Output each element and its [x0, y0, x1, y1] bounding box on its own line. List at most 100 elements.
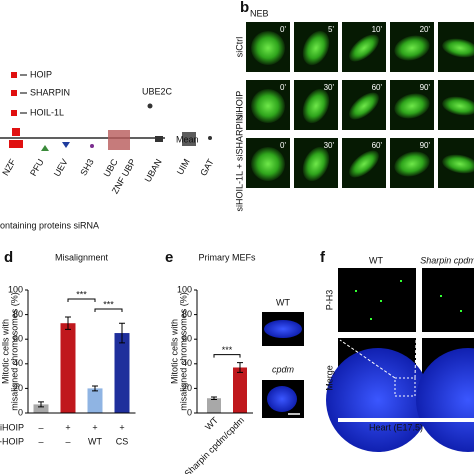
cell: [349, 150, 379, 178]
row-label: siHOIP: [234, 91, 244, 120]
divider: [338, 418, 474, 422]
row-label: P-H3: [324, 290, 334, 311]
y-tick-label: 80: [13, 309, 23, 319]
image-label: WT: [276, 297, 290, 307]
time-label: 0': [280, 25, 286, 34]
bar: [114, 333, 130, 413]
cell: [302, 30, 330, 66]
time-label: 20': [420, 25, 431, 34]
bar: [233, 367, 247, 413]
row-label: Merge: [324, 365, 334, 391]
cell: [302, 146, 330, 182]
time-label: 30': [324, 83, 335, 92]
tissue: [326, 348, 430, 452]
time-label: 60': [372, 83, 383, 92]
time-label: 10': [372, 25, 383, 34]
row-label: siCtrl: [234, 37, 244, 58]
cell: [394, 151, 430, 177]
inset-box: [394, 377, 416, 397]
column-label: WT: [369, 255, 383, 265]
cell: [442, 38, 474, 58]
title: NEB: [250, 8, 269, 18]
significance-bracket: [67, 298, 96, 303]
y-tick-label: 0: [18, 407, 23, 417]
significance-label: ***: [222, 345, 233, 355]
condition-label: siHOIP: [0, 422, 24, 432]
cell: [251, 31, 285, 65]
x-tick-label: WT: [203, 415, 220, 432]
bar: [33, 404, 49, 413]
significance-label: ***: [76, 289, 87, 299]
category-label: NZF: [0, 157, 18, 178]
y-axis-label: Mitotic cells with: [0, 319, 10, 384]
condition-label: GFP-HOIP: [0, 436, 24, 446]
bar: [87, 388, 103, 413]
y-tick-label: 100: [8, 284, 23, 294]
dots: [9, 128, 23, 148]
condition-value: CS: [116, 436, 129, 446]
cell: [442, 154, 474, 174]
condition-value: +: [119, 422, 124, 432]
error-bar: [65, 316, 71, 330]
cell: [442, 96, 474, 116]
dot: [155, 136, 163, 142]
y-tick-label: 20: [13, 383, 23, 393]
column-label: Sharpin cpdm: [420, 255, 474, 265]
dot: [11, 110, 17, 116]
panel-letter: e: [165, 249, 173, 266]
panel-letter: f: [320, 249, 326, 266]
dot: [62, 142, 70, 148]
dot: [208, 136, 212, 140]
category-label: SH3: [78, 157, 95, 177]
y-tick-label: 100: [177, 284, 192, 294]
bar: [207, 398, 221, 413]
category-label: UBC: [102, 157, 120, 179]
panel-letter: d: [4, 249, 13, 266]
tissue: [416, 348, 474, 452]
time-label: 0': [280, 83, 286, 92]
cell: [302, 88, 330, 124]
chromosomes: [264, 320, 302, 338]
dot: [41, 145, 49, 151]
category-label: UIM: [175, 157, 192, 176]
y-tick-label: 60: [13, 334, 23, 344]
condition-value: –: [38, 436, 43, 446]
category-label: PFU: [28, 157, 46, 178]
time-label: 90': [420, 83, 431, 92]
dots: [108, 130, 130, 150]
dots: [182, 132, 196, 146]
image: [338, 268, 416, 332]
image-label: cpdm: [272, 364, 295, 374]
cell: [394, 35, 430, 61]
time-label: 60': [372, 141, 383, 150]
condition-value: WT: [88, 436, 102, 446]
error-bar: [237, 362, 243, 373]
time-label: 30': [324, 141, 335, 150]
y-tick-label: 60: [182, 334, 192, 344]
significance-bracket: [213, 354, 241, 358]
panel-letter: b: [240, 0, 249, 16]
error-bar: [119, 322, 125, 344]
annotation: UBE2C: [142, 86, 173, 96]
bar: [60, 323, 76, 413]
significance-bracket: [94, 308, 123, 313]
mean-label: Mean: [176, 134, 199, 144]
dot: [90, 144, 94, 148]
y-axis-label: misaligned chromosomes (%): [178, 292, 188, 411]
chart-title: Misalignment: [55, 252, 109, 262]
category-label: UEV: [52, 157, 70, 178]
y-tick-label: 0: [187, 407, 192, 417]
y-axis-label: Mitotic cells with: [169, 319, 179, 384]
y-tick-label: 80: [182, 309, 192, 319]
error-bar: [38, 401, 44, 408]
annotation: HOIP: [30, 69, 52, 79]
y-tick-label: 40: [13, 358, 23, 368]
inset-lines: [339, 339, 417, 379]
condition-value: –: [38, 422, 43, 432]
category-label: GAT: [198, 157, 216, 178]
y-tick-label: 40: [182, 358, 192, 368]
row-label: siHOIL-1L + siSHARPIN: [234, 115, 244, 212]
error-bar: [92, 385, 98, 392]
y-axis-label: misaligned chromosomes (%): [9, 292, 19, 411]
